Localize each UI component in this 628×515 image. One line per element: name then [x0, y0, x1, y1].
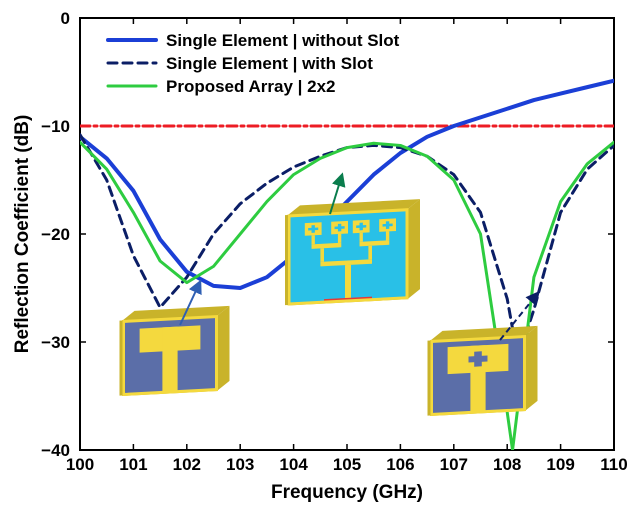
- x-tick-label: 109: [546, 455, 574, 474]
- x-tick-label: 101: [119, 455, 147, 474]
- legend-label: Proposed Array | 2x2: [166, 77, 335, 96]
- legend-label: Single Element | with Slot: [166, 54, 373, 73]
- y-tick-label: 0: [61, 9, 70, 28]
- inset-patch-no-slot: [120, 306, 230, 396]
- inset-patch-with-slot: [428, 326, 538, 416]
- x-tick-label: 105: [333, 455, 361, 474]
- legend: Single Element | without Slot Single Elem…: [108, 31, 400, 96]
- x-tick-label: 107: [440, 455, 468, 474]
- x-tick-label: 108: [493, 455, 521, 474]
- x-tick-label: 106: [386, 455, 414, 474]
- x-tick-label: 100: [66, 455, 94, 474]
- x-axis-label: Frequency (GHz): [271, 482, 423, 503]
- x-tick-label: 103: [226, 455, 254, 474]
- y-axis-label: Reflection Coefficient (dB): [12, 115, 33, 354]
- y-tick-label: −40: [41, 441, 70, 460]
- legend-label: Single Element | without Slot: [166, 31, 400, 50]
- y-tick-label: −10: [41, 117, 70, 136]
- reflection-coefficient-chart: 100 101 102 103 104 105 106 107 108 109 110 −40 −30 −…: [0, 0, 628, 515]
- x-tick-label: 104: [279, 455, 308, 474]
- inset-patch-array-2x2: [285, 199, 420, 305]
- y-tick-label: −20: [41, 225, 70, 244]
- x-tick-label: 110: [600, 455, 627, 474]
- x-tick-label: 102: [173, 455, 201, 474]
- y-tick-label: −30: [41, 333, 70, 352]
